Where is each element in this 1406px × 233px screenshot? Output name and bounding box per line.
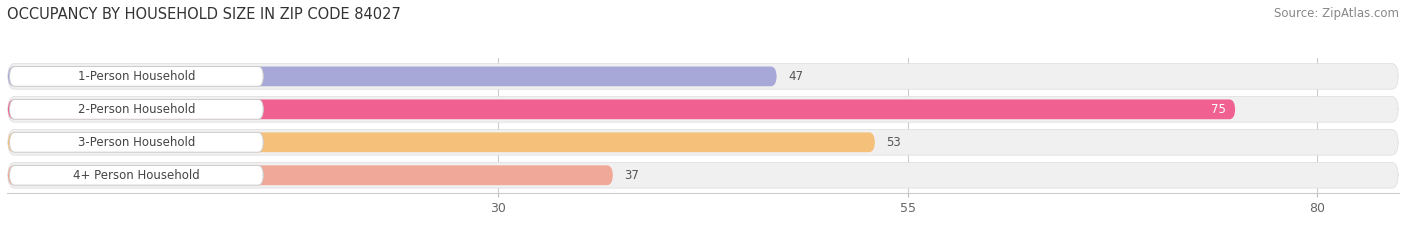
Text: 53: 53 bbox=[886, 136, 901, 149]
FancyBboxPatch shape bbox=[8, 130, 1398, 155]
FancyBboxPatch shape bbox=[8, 165, 613, 185]
Text: 4+ Person Household: 4+ Person Household bbox=[73, 169, 200, 182]
FancyBboxPatch shape bbox=[10, 132, 263, 152]
Text: 37: 37 bbox=[624, 169, 640, 182]
FancyBboxPatch shape bbox=[8, 96, 1398, 122]
FancyBboxPatch shape bbox=[10, 165, 263, 185]
FancyBboxPatch shape bbox=[8, 132, 875, 152]
FancyBboxPatch shape bbox=[10, 99, 263, 119]
Text: 1-Person Household: 1-Person Household bbox=[77, 70, 195, 83]
Text: 47: 47 bbox=[789, 70, 803, 83]
Text: OCCUPANCY BY HOUSEHOLD SIZE IN ZIP CODE 84027: OCCUPANCY BY HOUSEHOLD SIZE IN ZIP CODE … bbox=[7, 7, 401, 22]
Text: 75: 75 bbox=[1211, 103, 1226, 116]
FancyBboxPatch shape bbox=[10, 66, 263, 86]
Text: 3-Person Household: 3-Person Household bbox=[77, 136, 195, 149]
FancyBboxPatch shape bbox=[8, 64, 1398, 89]
Text: Source: ZipAtlas.com: Source: ZipAtlas.com bbox=[1274, 7, 1399, 20]
Text: 2-Person Household: 2-Person Household bbox=[77, 103, 195, 116]
FancyBboxPatch shape bbox=[8, 99, 1236, 119]
FancyBboxPatch shape bbox=[8, 162, 1398, 188]
FancyBboxPatch shape bbox=[8, 66, 776, 86]
